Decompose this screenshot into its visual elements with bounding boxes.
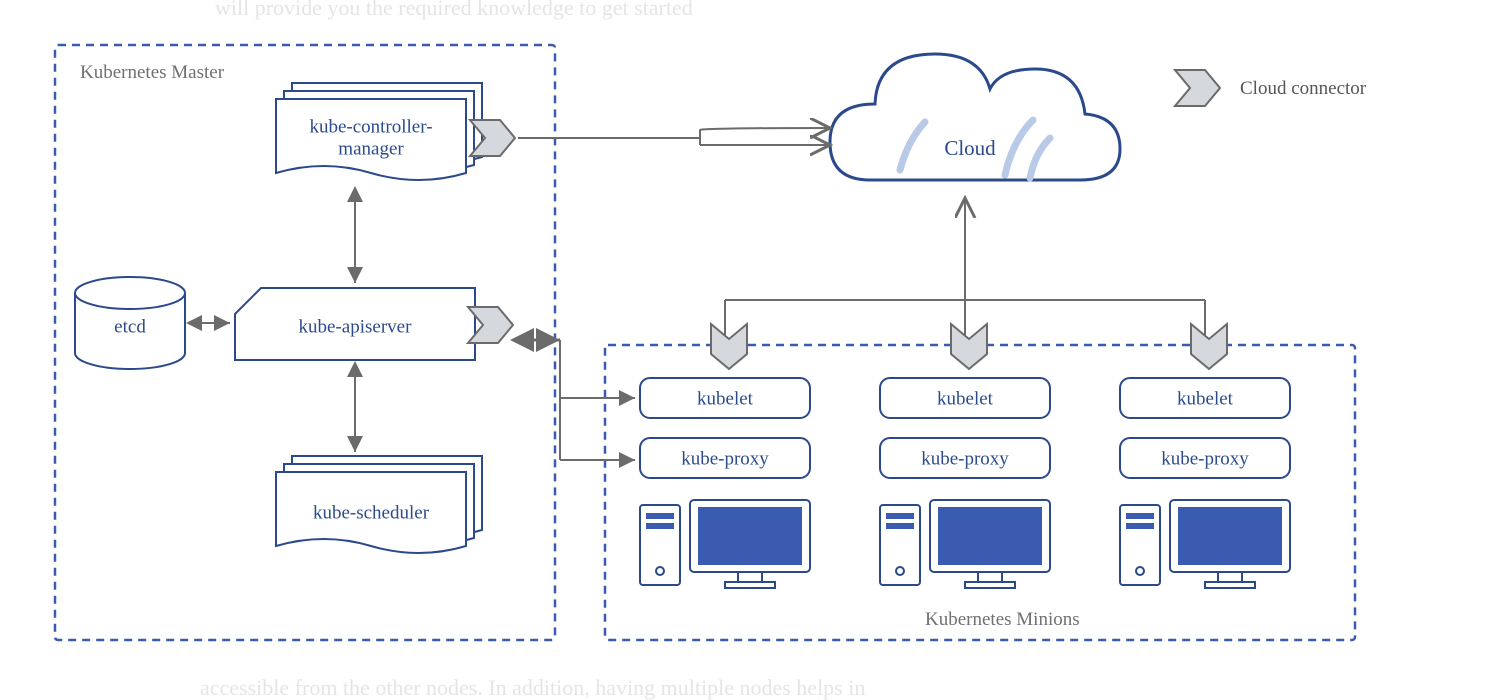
connector-minion-icon [711, 324, 747, 369]
legend-label: Cloud connector [1240, 78, 1367, 99]
etcd-node: etcd [75, 277, 185, 369]
apiserver-label: kube-apiserver [299, 316, 413, 337]
edge-controller-cloud [518, 128, 830, 138]
legend: Cloud connector [1175, 70, 1367, 106]
edges-to-cloud-minions [516, 138, 1205, 460]
apiserver-node: kube-apiserver [235, 288, 475, 360]
master-title: Kubernetes Master [80, 62, 225, 83]
svg-text:kubelet: kubelet [937, 388, 994, 409]
minion-2: kubelet kube-proxy [1120, 324, 1290, 588]
computer-icon [640, 500, 810, 588]
svg-text:kube-proxy: kube-proxy [921, 448, 1009, 469]
scheduler-node: kube-scheduler [276, 456, 482, 553]
kubelet-label: kubelet [697, 388, 754, 409]
etcd-label: etcd [114, 316, 146, 337]
minions-title: Kubernetes Minions [925, 609, 1080, 630]
controller-node: kube-controller- manager [276, 83, 482, 180]
minion-0: kubelet kube-proxy [640, 324, 810, 588]
minion-1: kubelet kube-proxy [880, 324, 1050, 588]
svg-text:kube-proxy: kube-proxy [1161, 448, 1249, 469]
kubeproxy-label: kube-proxy [681, 448, 769, 469]
scheduler-label: kube-scheduler [313, 502, 430, 523]
cloud-node: Cloud [830, 54, 1120, 180]
controller-label-1: kube-controller- [309, 116, 432, 137]
faded-bottom: accessible from the other nodes. In addi… [200, 675, 865, 700]
svg-text:kubelet: kubelet [1177, 388, 1234, 409]
controller-label-2: manager [338, 138, 404, 159]
cloud-label: Cloud [944, 136, 996, 160]
faded-top: will provide you the required knowledge … [215, 0, 693, 20]
